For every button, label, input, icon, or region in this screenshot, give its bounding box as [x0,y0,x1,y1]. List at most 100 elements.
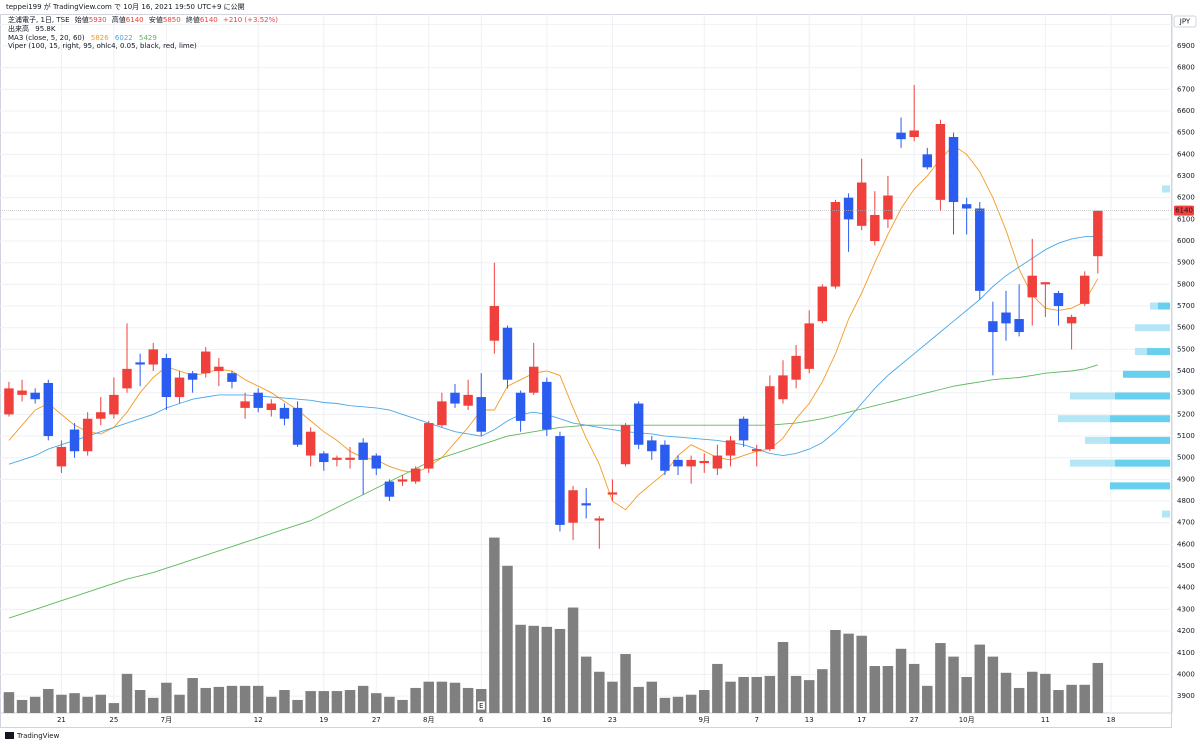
volume-bar [357,685,369,713]
candle-body [961,204,972,209]
y-tick-label: 3900 [1177,692,1195,700]
y-tick-label: 4400 [1177,584,1195,592]
volume-bar [174,694,185,713]
profile-dark [1158,302,1170,310]
candle-body [935,124,946,200]
price-label: 6140 [1175,207,1193,215]
candle-body [542,381,552,430]
volume-bar [554,628,566,713]
volume-bar [659,697,671,713]
candle-body [201,351,211,374]
profile-light [1070,459,1115,467]
y-tick-label: 6800 [1177,64,1195,72]
y-tick-label: 4000 [1177,670,1195,678]
candle-body [765,386,775,450]
volume-bar [318,691,330,713]
volume-bar [987,656,999,713]
volume-bar [922,685,933,713]
y-tick-label: 5400 [1177,367,1195,375]
candle-body [883,195,893,220]
volume-bar [82,696,93,713]
volume-bar [751,676,762,713]
volume-bar [423,681,435,713]
candle-body [791,355,801,380]
profile-dark [1110,482,1170,490]
axes: 3900 4000 4100 4200 4300 4400 4500 4600 4700 4800… [0,20,1195,724]
candle-body [1001,312,1011,324]
candle-body [69,429,80,452]
legend-ma: MA3 (close, 5, 20, 60) 5826 6022 5429 [8,34,157,42]
volume-bar [580,656,592,713]
volume-bar [292,699,303,713]
volume-bar [1066,684,1077,713]
x-tick-label: 17 [857,716,866,724]
x-tick-label: 23 [608,716,617,724]
change: +210 (+3.52%) [223,16,278,24]
profile-dark [1115,392,1170,400]
candle-body [109,394,119,415]
volume-bar [121,673,133,713]
candle-body [96,412,106,419]
x-tick-label: 8月 [423,716,434,724]
volume-bar [672,696,684,713]
profile-dark [1147,348,1170,356]
low-value: 5850 [163,16,181,24]
legend-profile: Viper (100, 15, right, 95, ohlc4, 0.05, … [8,42,197,50]
candle-body [214,366,224,372]
candle-body [909,130,919,138]
legend-ohlc: 芝浦電子, 1日, TSE 始値5930 高値6140 安値5850 終値614… [8,15,278,24]
candle-body [43,382,54,437]
ma20-value: 6022 [115,34,133,42]
symbol: 芝浦電子, 1日, TSE [8,15,70,24]
ma60-value: 5429 [139,34,157,42]
candle-body [489,306,500,341]
volume-bar [541,626,553,713]
profile-dark [1110,436,1170,444]
volume-bar [764,675,776,713]
candle-body [647,440,657,452]
x-tick-label: 7月 [161,716,172,724]
volume-bar [620,654,631,713]
ma-line [8,364,1098,619]
candle-body [607,492,618,495]
candle-body [594,518,605,521]
volume-bar [489,537,500,713]
y-tick-label: 6700 [1177,85,1195,93]
volume-bar [3,692,15,713]
volume-bar [226,685,238,713]
volume-bar [344,690,356,713]
candle-body [135,362,145,365]
volume-bar [29,696,41,713]
candle-body [371,455,382,469]
volume-bar [935,643,946,713]
candle-body [384,481,395,497]
candle-body [804,323,814,369]
high-value: 6140 [126,16,144,24]
volume-bar [462,687,474,713]
volume-bar [961,676,972,713]
open-label: 始値 [75,15,89,24]
volume-bar [948,656,959,713]
candle-body [122,368,132,389]
y-tick-label: 6300 [1177,172,1195,180]
x-tick-label: 11 [1041,716,1050,724]
ma-label: MA3 (close, 5, 20, 60) [8,34,85,42]
candle-body [830,202,841,287]
volume-profile [1058,185,1170,518]
volume-bar [725,681,736,713]
volume-bar [305,691,316,713]
volume-label: 出来高 [8,24,29,33]
candles [4,84,1103,549]
volume-bar [1092,662,1104,713]
candle-body [161,358,172,398]
candle-body [437,401,447,426]
candle-body [633,403,644,445]
candle-body [187,373,198,380]
volume-bar [712,663,723,713]
open-value: 5930 [89,16,107,24]
candle-body [292,407,303,445]
x-tick-label: 6 [479,716,484,724]
candle-body [56,446,67,467]
price-label-box [1174,205,1194,216]
